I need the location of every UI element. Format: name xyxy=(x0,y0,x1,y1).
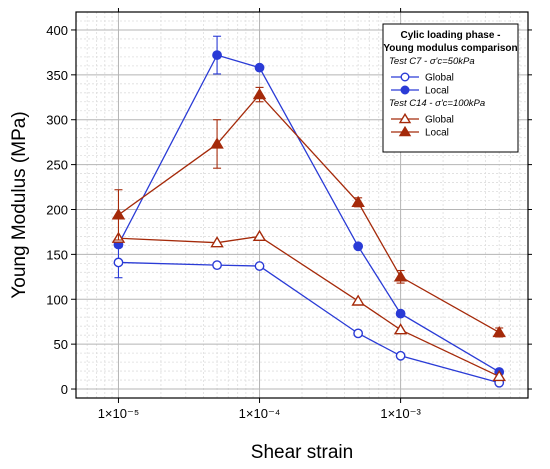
data-point xyxy=(395,308,406,319)
data-point xyxy=(393,323,408,335)
data-point xyxy=(113,257,124,268)
legend-title-line2: Young modulus comparison xyxy=(383,43,517,54)
axis-ticks xyxy=(71,8,532,403)
y-tick-label: 250 xyxy=(46,158,68,173)
series-line xyxy=(117,54,500,373)
legend-entry-2: Global xyxy=(391,112,454,126)
data-point xyxy=(210,137,224,149)
legend-swatch-marker xyxy=(398,112,412,124)
data-point xyxy=(393,270,408,282)
legend-group-c14: Test C14 - σ'c=100kPa xyxy=(389,98,485,109)
data-point xyxy=(212,50,222,60)
x-axis-title: Shear strain xyxy=(251,442,353,463)
y-tick-label: 400 xyxy=(46,23,68,38)
series-line xyxy=(118,235,500,378)
legend-label: Global xyxy=(425,73,454,84)
data-point xyxy=(252,87,267,100)
x-tick-label: 1×10⁻³ xyxy=(380,406,421,421)
series-line xyxy=(118,261,500,384)
legend-entry-1: Local xyxy=(391,85,449,97)
y-tick-label: 150 xyxy=(46,247,68,262)
y-tick-label: 350 xyxy=(46,68,68,83)
series-line xyxy=(118,93,500,334)
legend-entry-3: Local xyxy=(391,125,449,139)
legend-entries: Global Local Global Local xyxy=(391,72,454,139)
series-0 xyxy=(113,246,505,388)
series-layer xyxy=(111,35,506,388)
data-point xyxy=(254,261,265,271)
legend-swatch-marker xyxy=(398,125,412,137)
data-point xyxy=(254,62,265,73)
legend-label: Local xyxy=(425,86,449,97)
y-tick-label: 300 xyxy=(46,113,68,128)
data-point xyxy=(351,195,365,207)
y-axis-title: Young Modulus (MPa) xyxy=(9,111,30,298)
y-tick-label: 200 xyxy=(46,202,68,217)
data-point xyxy=(353,241,364,252)
series-3 xyxy=(111,86,506,338)
data-point xyxy=(492,325,506,338)
data-point xyxy=(252,229,267,242)
legend-swatch-marker xyxy=(400,72,410,82)
data-point xyxy=(353,328,364,339)
data-point xyxy=(210,236,224,248)
y-tick-label: 50 xyxy=(54,337,68,352)
series-2 xyxy=(111,229,506,382)
data-point xyxy=(111,208,126,220)
data-point xyxy=(492,369,506,382)
legend-title-line1: Cylic loading phase - xyxy=(400,30,500,41)
legend-entry-0: Global xyxy=(391,72,454,84)
y-tick-label: 0 xyxy=(61,382,68,397)
y-tick-label: 100 xyxy=(46,292,68,307)
data-point xyxy=(395,350,406,361)
y-tick-labels: 0 50 100 150 200 250 300 350 400 xyxy=(46,23,68,397)
x-tick-labels: 1×10⁻⁵ 1×10⁻⁴ 1×10⁻³ xyxy=(98,406,422,421)
x-tick-label: 1×10⁻⁴ xyxy=(239,406,281,421)
data-point xyxy=(351,294,365,306)
data-point xyxy=(212,260,222,271)
legend-swatch-marker xyxy=(400,85,410,95)
legend: Cylic loading phase - Young modulus comp… xyxy=(382,23,519,153)
legend-label: Local xyxy=(425,128,449,139)
grid-minor xyxy=(76,12,528,398)
plot-area xyxy=(75,11,529,399)
legend-group-c7: Test C7 - σ'c=50kPa xyxy=(389,56,475,67)
x-tick-label: 1×10⁻⁵ xyxy=(98,406,140,421)
legend-label: Global xyxy=(425,115,454,126)
